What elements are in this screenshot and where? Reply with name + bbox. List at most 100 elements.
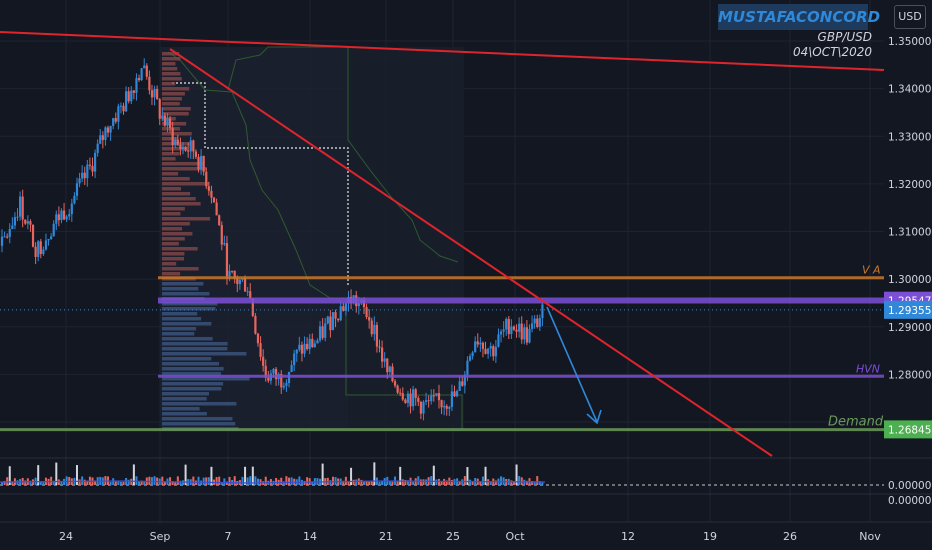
candle-body bbox=[280, 374, 283, 388]
candle-body bbox=[303, 343, 306, 354]
candle-body bbox=[24, 219, 27, 224]
profile-bar bbox=[162, 272, 181, 276]
volume-bar bbox=[533, 481, 536, 485]
volume-bar bbox=[373, 462, 376, 485]
volume-bar bbox=[518, 476, 521, 485]
price-tick-label: 1.30000 bbox=[888, 274, 931, 286]
profile-bar bbox=[162, 97, 182, 101]
volume-bar bbox=[450, 480, 453, 485]
candle-body bbox=[373, 324, 376, 335]
candle-body bbox=[450, 391, 454, 407]
volume-bar bbox=[329, 480, 332, 485]
candle-body bbox=[318, 326, 322, 341]
volume-bar bbox=[370, 480, 373, 485]
profile-bar bbox=[162, 197, 196, 201]
volume-bar bbox=[254, 476, 257, 485]
candle-body bbox=[114, 118, 117, 122]
candle-body bbox=[368, 317, 371, 321]
volume-bar bbox=[520, 477, 523, 485]
volume-bar bbox=[143, 481, 146, 485]
profile-bar bbox=[162, 257, 185, 261]
volume-bar bbox=[536, 476, 539, 485]
candle-body bbox=[163, 115, 166, 126]
volume-bar bbox=[303, 480, 306, 485]
volume-bar bbox=[223, 478, 226, 485]
candle-body bbox=[512, 326, 516, 330]
candle-body bbox=[65, 216, 68, 220]
profile-bar bbox=[162, 77, 182, 81]
profile-bar bbox=[162, 352, 247, 356]
profile-bar bbox=[162, 227, 183, 231]
profile-bar bbox=[162, 392, 210, 396]
profile-bar bbox=[162, 62, 176, 66]
candle-body bbox=[246, 291, 249, 293]
volume-bar bbox=[342, 480, 345, 485]
profile-bar bbox=[162, 307, 216, 311]
currency-button[interactable]: USD bbox=[894, 5, 926, 29]
profile-bar bbox=[162, 192, 191, 196]
candle-body bbox=[370, 320, 373, 335]
candle-body bbox=[119, 105, 123, 107]
profile-bar bbox=[162, 212, 181, 216]
volume-bar bbox=[1, 481, 3, 485]
volume-bar bbox=[365, 481, 368, 485]
profile-bar bbox=[162, 367, 224, 371]
candle-body bbox=[34, 246, 37, 257]
volume-bar bbox=[399, 466, 402, 485]
candle-body bbox=[125, 91, 128, 112]
candle-body bbox=[68, 214, 71, 217]
candle-body bbox=[435, 393, 438, 396]
candle-body bbox=[463, 374, 466, 386]
volume-bar bbox=[251, 466, 254, 485]
time-tick-label: Nov bbox=[859, 530, 881, 543]
volume-bar bbox=[132, 464, 135, 485]
projection-arrow[interactable] bbox=[546, 306, 602, 425]
candle-body bbox=[60, 210, 63, 221]
candle-body bbox=[104, 127, 107, 140]
time-tick-label: 7 bbox=[225, 530, 232, 543]
candle-body bbox=[510, 326, 513, 335]
candle-body bbox=[231, 270, 234, 272]
volume-bar bbox=[440, 481, 443, 485]
volume-bar bbox=[417, 476, 420, 485]
candle-body bbox=[44, 240, 48, 250]
candle-body bbox=[189, 140, 192, 152]
symbol-info: GBP/USD 04\OCT\2020 bbox=[793, 30, 872, 60]
profile-bar bbox=[162, 177, 190, 181]
candle-body bbox=[101, 135, 104, 140]
volume-bar bbox=[432, 465, 435, 485]
time-axis[interactable]: 24 Sep 7 14 21 25 Oct 12 19 26 Nov bbox=[0, 521, 932, 543]
volume-bar bbox=[344, 476, 347, 485]
candle-body bbox=[184, 146, 187, 151]
candle-body bbox=[88, 164, 92, 166]
candle-body bbox=[440, 400, 443, 408]
candle-body bbox=[174, 139, 177, 146]
profile-bar bbox=[162, 217, 211, 221]
candle-body bbox=[515, 329, 518, 332]
candle-body bbox=[259, 343, 262, 357]
volume-bar bbox=[233, 476, 236, 485]
volume-bar bbox=[363, 481, 365, 485]
volume-bar bbox=[249, 476, 252, 485]
volume-bar bbox=[78, 479, 81, 485]
volume-bar bbox=[471, 481, 474, 485]
volume-bar bbox=[127, 479, 130, 485]
volume-bar bbox=[290, 477, 293, 485]
volume-bar bbox=[479, 481, 482, 485]
candle-body bbox=[39, 241, 42, 255]
volume-bar bbox=[140, 480, 143, 485]
volume-bar bbox=[52, 480, 55, 485]
candle-body bbox=[378, 346, 381, 348]
candle-body bbox=[313, 343, 316, 348]
volume-bar bbox=[494, 480, 497, 485]
volume-bar bbox=[246, 477, 249, 485]
volume-bar bbox=[218, 476, 221, 485]
volume-bar bbox=[29, 480, 32, 485]
price-tick-label: 1.32000 bbox=[888, 179, 931, 191]
price-axis[interactable]: 1.35000 1.34000 1.33000 1.32000 1.31000 1.300… bbox=[884, 36, 932, 507]
candle-body bbox=[243, 278, 247, 292]
candle-body bbox=[334, 312, 337, 319]
trendlines[interactable] bbox=[0, 31, 885, 457]
